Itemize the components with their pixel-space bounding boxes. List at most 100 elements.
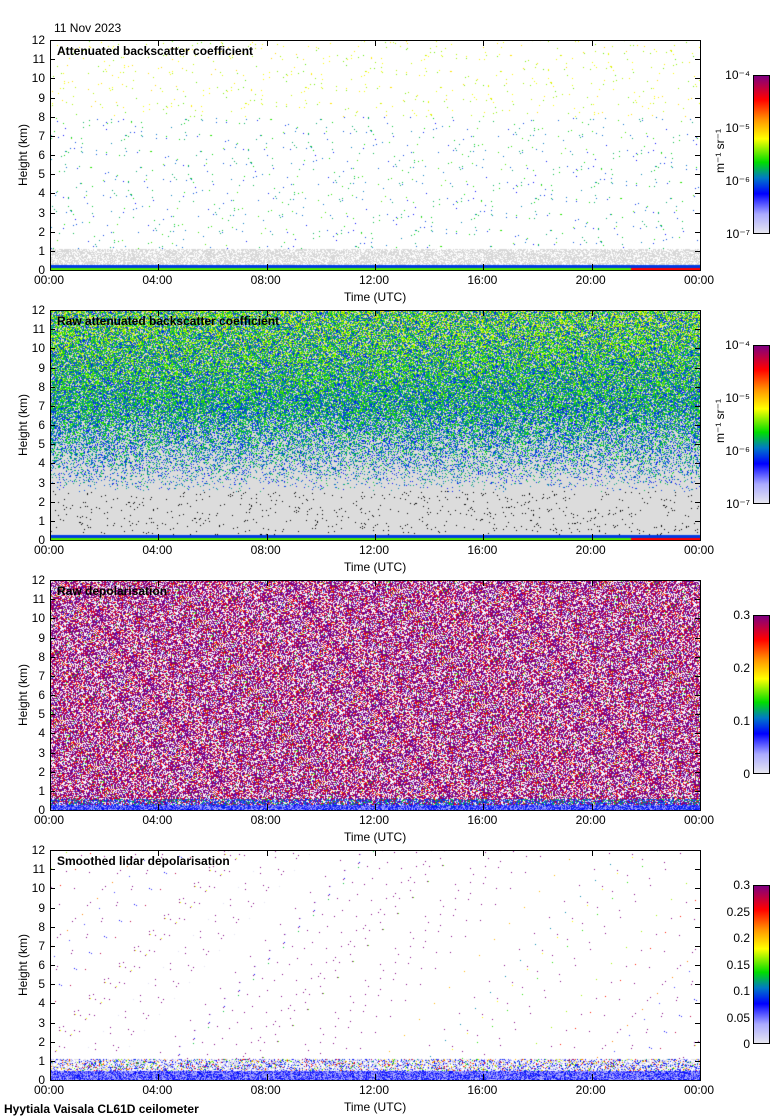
x-tick — [700, 804, 701, 810]
y-tick — [50, 310, 55, 311]
plot-frame — [50, 40, 701, 271]
y-tick-right — [695, 1003, 700, 1005]
y-tick-label: 6 — [38, 148, 45, 162]
y-tick-label: 9 — [38, 900, 45, 915]
x-tick — [50, 534, 51, 540]
y-tick-label: 11 — [32, 322, 45, 337]
y-tick-right — [695, 405, 700, 407]
y-tick — [50, 945, 55, 947]
y-tick — [50, 771, 55, 773]
y-tick-right — [695, 656, 700, 658]
y-tick — [50, 520, 55, 522]
x-tick-label: 04:00 — [142, 273, 173, 287]
colorbar-tick-label: 0.2 — [733, 661, 750, 675]
x-tick-label: 00:00 — [34, 273, 65, 287]
x-tick-top — [591, 40, 593, 46]
y-tick — [50, 790, 55, 792]
y-tick — [50, 405, 55, 407]
y-tick-right — [695, 386, 700, 388]
x-axis-label: Time (UTC) — [344, 560, 407, 574]
colorbar-tick-label: 10⁻⁷ — [725, 497, 750, 511]
y-tick — [50, 135, 55, 137]
y-tick-right — [695, 367, 700, 369]
y-tick-right — [695, 907, 700, 909]
y-tick — [50, 695, 55, 696]
y-tick-label: 6 — [38, 958, 45, 972]
y-tick-right — [695, 869, 700, 871]
x-tick — [266, 804, 268, 810]
x-tick-label: 12:00 — [359, 273, 390, 287]
y-tick-right — [695, 790, 700, 792]
y-tick-label: 0 — [38, 263, 45, 277]
y-tick-label: 3 — [38, 205, 45, 220]
y-tick-label: 11 — [32, 862, 45, 877]
heatmap-sparse-backscatter — [50, 40, 700, 270]
y-tick-right — [695, 348, 700, 350]
y-tick-right — [695, 888, 700, 890]
x-tick-label: 16:00 — [467, 273, 498, 287]
y-tick — [50, 59, 55, 61]
y-tick — [50, 810, 55, 811]
y-tick — [50, 656, 55, 658]
y-tick — [50, 1080, 55, 1081]
y-tick-right — [695, 116, 700, 118]
y-tick-right — [695, 965, 700, 966]
y-tick-label: 1 — [38, 1053, 45, 1068]
colorbar — [753, 75, 770, 234]
y-tick — [50, 174, 55, 176]
y-tick-right — [695, 520, 700, 522]
x-tick-label: 00:00 — [684, 1083, 715, 1097]
y-tick-right — [695, 135, 700, 137]
x-tick-label: 00:00 — [684, 543, 715, 557]
y-tick-right — [695, 1060, 700, 1062]
x-tick-label: 00:00 — [34, 543, 65, 557]
y-tick-label: 12 — [31, 303, 45, 317]
x-tick-top — [375, 40, 376, 46]
y-tick-label: 0 — [38, 803, 45, 817]
x-tick-top — [266, 580, 268, 586]
y-tick — [50, 888, 55, 890]
y-tick — [50, 155, 55, 156]
plot-frame — [50, 310, 701, 541]
x-axis-label: Time (UTC) — [344, 830, 407, 844]
x-tick — [591, 534, 593, 540]
x-tick-top — [266, 310, 268, 316]
y-tick-right — [695, 78, 700, 80]
x-tick-label: 04:00 — [142, 1083, 173, 1097]
y-tick — [50, 599, 55, 601]
y-tick-right — [695, 329, 700, 331]
y-tick — [50, 869, 55, 871]
y-tick — [50, 675, 55, 677]
panel-title: Smoothed lidar depolarisation — [57, 854, 230, 868]
x-tick-top — [483, 580, 485, 586]
x-tick — [591, 264, 593, 270]
y-tick-label: 1 — [38, 513, 45, 528]
y-tick — [50, 250, 55, 252]
y-tick — [50, 965, 55, 966]
y-tick — [50, 444, 55, 446]
y-tick-label: 2 — [38, 224, 45, 239]
y-tick — [50, 78, 55, 80]
y-tick-label: 7 — [38, 668, 45, 683]
y-tick-label: 10 — [31, 881, 45, 896]
y-tick — [50, 1003, 55, 1005]
heatmap-raw-backscatter — [50, 310, 700, 540]
y-tick — [50, 348, 55, 350]
x-tick — [483, 1074, 485, 1080]
y-axis-label: Height (km) — [16, 394, 30, 457]
colorbar-tick-label: 0.05 — [726, 1010, 750, 1025]
colorbar — [753, 345, 770, 504]
y-tick — [50, 116, 55, 118]
colorbar-tick-label: 0.15 — [726, 957, 750, 972]
y-tick-right — [695, 810, 700, 811]
x-tick-label: 04:00 — [142, 813, 173, 827]
colorbar-tick-label: 10⁻⁴ — [725, 338, 750, 352]
y-tick-label: 4 — [38, 186, 45, 201]
y-tick-right — [695, 1022, 700, 1024]
colorbar-tick-label: 0.3 — [733, 878, 750, 892]
x-tick-label: 08:00 — [250, 273, 281, 287]
x-tick-top — [591, 580, 593, 586]
colorbar-label: m⁻¹ sr⁻¹ — [713, 398, 727, 443]
y-tick-label: 8 — [38, 109, 45, 124]
y-tick — [50, 714, 55, 716]
